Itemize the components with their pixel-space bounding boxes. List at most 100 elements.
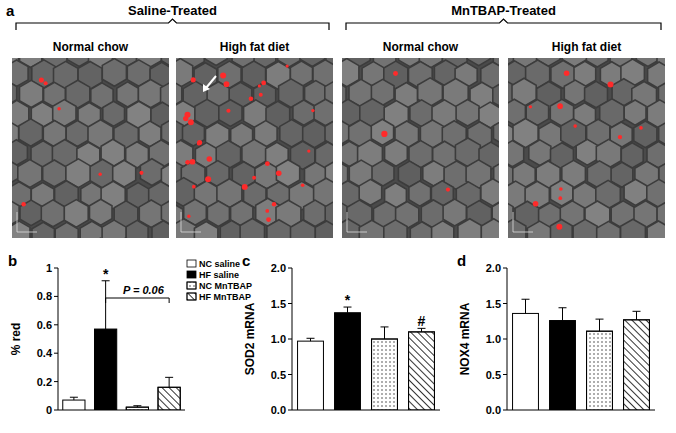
cell bbox=[432, 221, 454, 238]
cell bbox=[315, 221, 333, 238]
cell bbox=[12, 221, 30, 238]
red-spot bbox=[639, 126, 643, 130]
cell bbox=[342, 219, 360, 238]
scale-bar bbox=[347, 232, 367, 233]
y-tick-label: 0.0 bbox=[271, 404, 286, 416]
cell bbox=[291, 220, 316, 238]
micrograph bbox=[342, 58, 499, 238]
red-spot bbox=[258, 84, 261, 87]
figure: aSaline-TreatedNormal chowHigh fat dietM… bbox=[0, 0, 676, 433]
legend-swatch-pattern bbox=[187, 293, 196, 300]
error-bar bbox=[307, 338, 315, 341]
cell bbox=[242, 61, 266, 88]
y-tick-label: 0.5 bbox=[271, 369, 286, 381]
y-tick-label: 0 bbox=[46, 404, 52, 416]
red-spot bbox=[393, 71, 398, 76]
scale-bar bbox=[347, 212, 348, 232]
y-tick-label: 0.6 bbox=[37, 319, 52, 331]
cell bbox=[573, 219, 597, 238]
red-spot bbox=[265, 209, 269, 213]
red-spot bbox=[573, 124, 577, 128]
bar-pattern bbox=[158, 387, 180, 410]
image-title: Normal chow bbox=[383, 40, 459, 54]
cell bbox=[576, 139, 598, 165]
y-tick bbox=[503, 410, 507, 411]
y-tick bbox=[54, 296, 58, 297]
y-tick bbox=[288, 374, 292, 375]
arrow-head bbox=[203, 84, 210, 92]
y-tick bbox=[288, 410, 292, 411]
micrograph bbox=[176, 58, 333, 238]
y-tick-label: 1.0 bbox=[271, 333, 286, 345]
scale-bar bbox=[17, 212, 18, 232]
y-axis bbox=[58, 268, 59, 410]
cell bbox=[102, 59, 126, 87]
red-spot bbox=[44, 81, 48, 85]
cell bbox=[384, 220, 407, 238]
red-spot bbox=[226, 109, 230, 113]
image-bg bbox=[342, 58, 499, 238]
red-spot bbox=[197, 140, 202, 145]
red-spot bbox=[252, 176, 256, 180]
red-spot bbox=[205, 176, 211, 182]
cell bbox=[207, 201, 229, 226]
legend-swatch bbox=[187, 260, 196, 267]
image-title: Normal chow bbox=[53, 40, 129, 54]
panel-label: d bbox=[457, 252, 466, 269]
y-tick-label: 0.0 bbox=[486, 404, 501, 416]
cell bbox=[102, 220, 126, 238]
red-spot bbox=[618, 135, 622, 139]
bar bbox=[95, 329, 117, 410]
cell bbox=[267, 220, 291, 238]
bar bbox=[587, 331, 613, 410]
cell bbox=[551, 220, 573, 239]
bar bbox=[63, 400, 85, 410]
red-spot bbox=[559, 187, 563, 191]
cell bbox=[219, 100, 242, 127]
legend-label: NC MnTBAP bbox=[199, 281, 252, 291]
legend-swatch bbox=[187, 271, 196, 278]
cell bbox=[385, 140, 408, 166]
red-spot bbox=[265, 161, 270, 166]
annotation: P = 0.06 bbox=[123, 284, 165, 296]
red-spot bbox=[242, 184, 248, 190]
y-tick bbox=[288, 303, 292, 304]
legend-swatch bbox=[187, 282, 196, 289]
y-axis bbox=[292, 268, 293, 410]
legend-label: HF MnTBAP bbox=[199, 292, 251, 302]
annotation: * bbox=[345, 292, 351, 308]
red-spot bbox=[192, 185, 196, 189]
cell bbox=[176, 219, 196, 238]
y-tick bbox=[54, 410, 58, 411]
group-bracket bbox=[16, 19, 329, 30]
y-tick bbox=[503, 339, 507, 340]
red-spot bbox=[249, 96, 254, 101]
red-spot bbox=[381, 131, 387, 137]
y-tick-label: 1.5 bbox=[271, 298, 286, 310]
y-axis-label: NOX4 mRNA bbox=[458, 302, 472, 375]
y-tick bbox=[503, 374, 507, 375]
cell bbox=[152, 221, 169, 238]
y-tick-label: 0.5 bbox=[486, 369, 501, 381]
cell bbox=[19, 119, 43, 146]
bar bbox=[372, 339, 398, 410]
cell bbox=[624, 100, 646, 125]
y-tick bbox=[503, 268, 507, 269]
y-tick bbox=[54, 381, 58, 382]
image-bg bbox=[508, 58, 665, 238]
plot-area bbox=[63, 281, 180, 410]
y-tick bbox=[54, 324, 58, 325]
red-spot bbox=[21, 202, 26, 207]
micrograph bbox=[508, 58, 665, 238]
red-spot bbox=[259, 93, 263, 97]
red-spot bbox=[188, 119, 194, 125]
bar-pattern bbox=[372, 339, 398, 410]
cell bbox=[564, 80, 586, 105]
bar bbox=[126, 407, 148, 410]
micrograph bbox=[12, 58, 169, 238]
scale-bar bbox=[181, 232, 201, 233]
red-spot bbox=[564, 71, 570, 77]
arrow bbox=[206, 76, 216, 88]
legend-label: HF saline bbox=[199, 270, 239, 280]
cell bbox=[621, 219, 646, 238]
